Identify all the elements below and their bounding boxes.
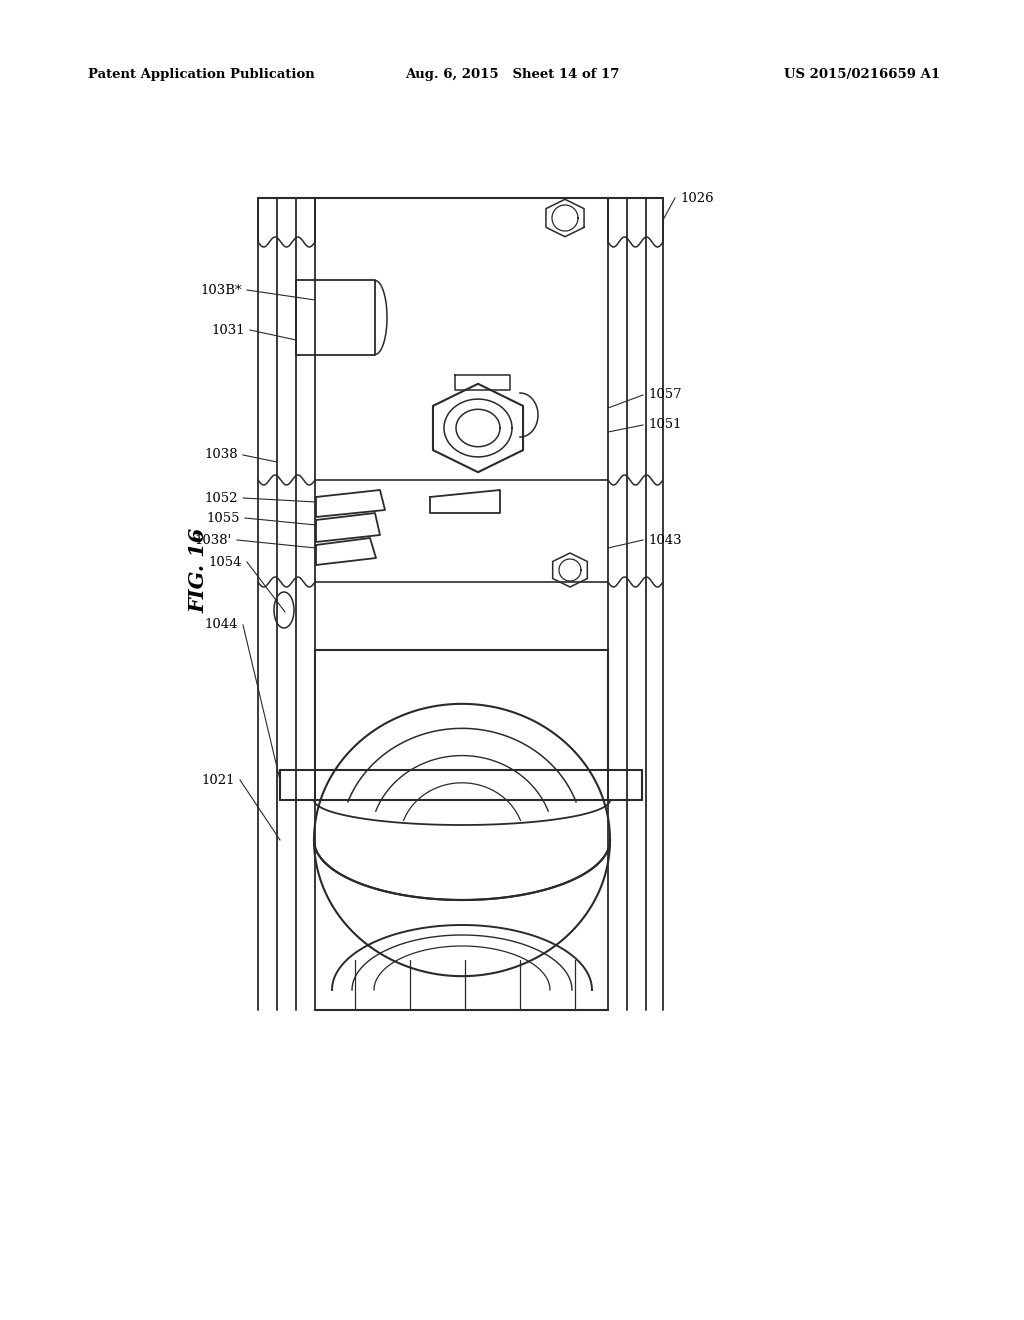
Text: FIG. 16: FIG. 16 — [188, 528, 208, 612]
Text: Patent Application Publication: Patent Application Publication — [88, 69, 314, 81]
Text: 1052: 1052 — [205, 491, 238, 504]
Text: 103B*: 103B* — [201, 284, 242, 297]
Text: US 2015/0216659 A1: US 2015/0216659 A1 — [784, 69, 940, 81]
Text: 1051: 1051 — [648, 418, 682, 432]
Text: 1031: 1031 — [211, 323, 245, 337]
Text: 1043: 1043 — [648, 533, 682, 546]
Text: 1057: 1057 — [648, 388, 682, 401]
Text: 1044: 1044 — [205, 619, 238, 631]
Text: 1054: 1054 — [209, 556, 242, 569]
Text: 1038': 1038' — [195, 533, 232, 546]
Text: 1055: 1055 — [207, 511, 240, 524]
Text: 1038: 1038 — [205, 449, 238, 462]
Text: 1026: 1026 — [680, 191, 714, 205]
Text: Aug. 6, 2015   Sheet 14 of 17: Aug. 6, 2015 Sheet 14 of 17 — [404, 69, 620, 81]
Text: 1021: 1021 — [202, 774, 234, 787]
